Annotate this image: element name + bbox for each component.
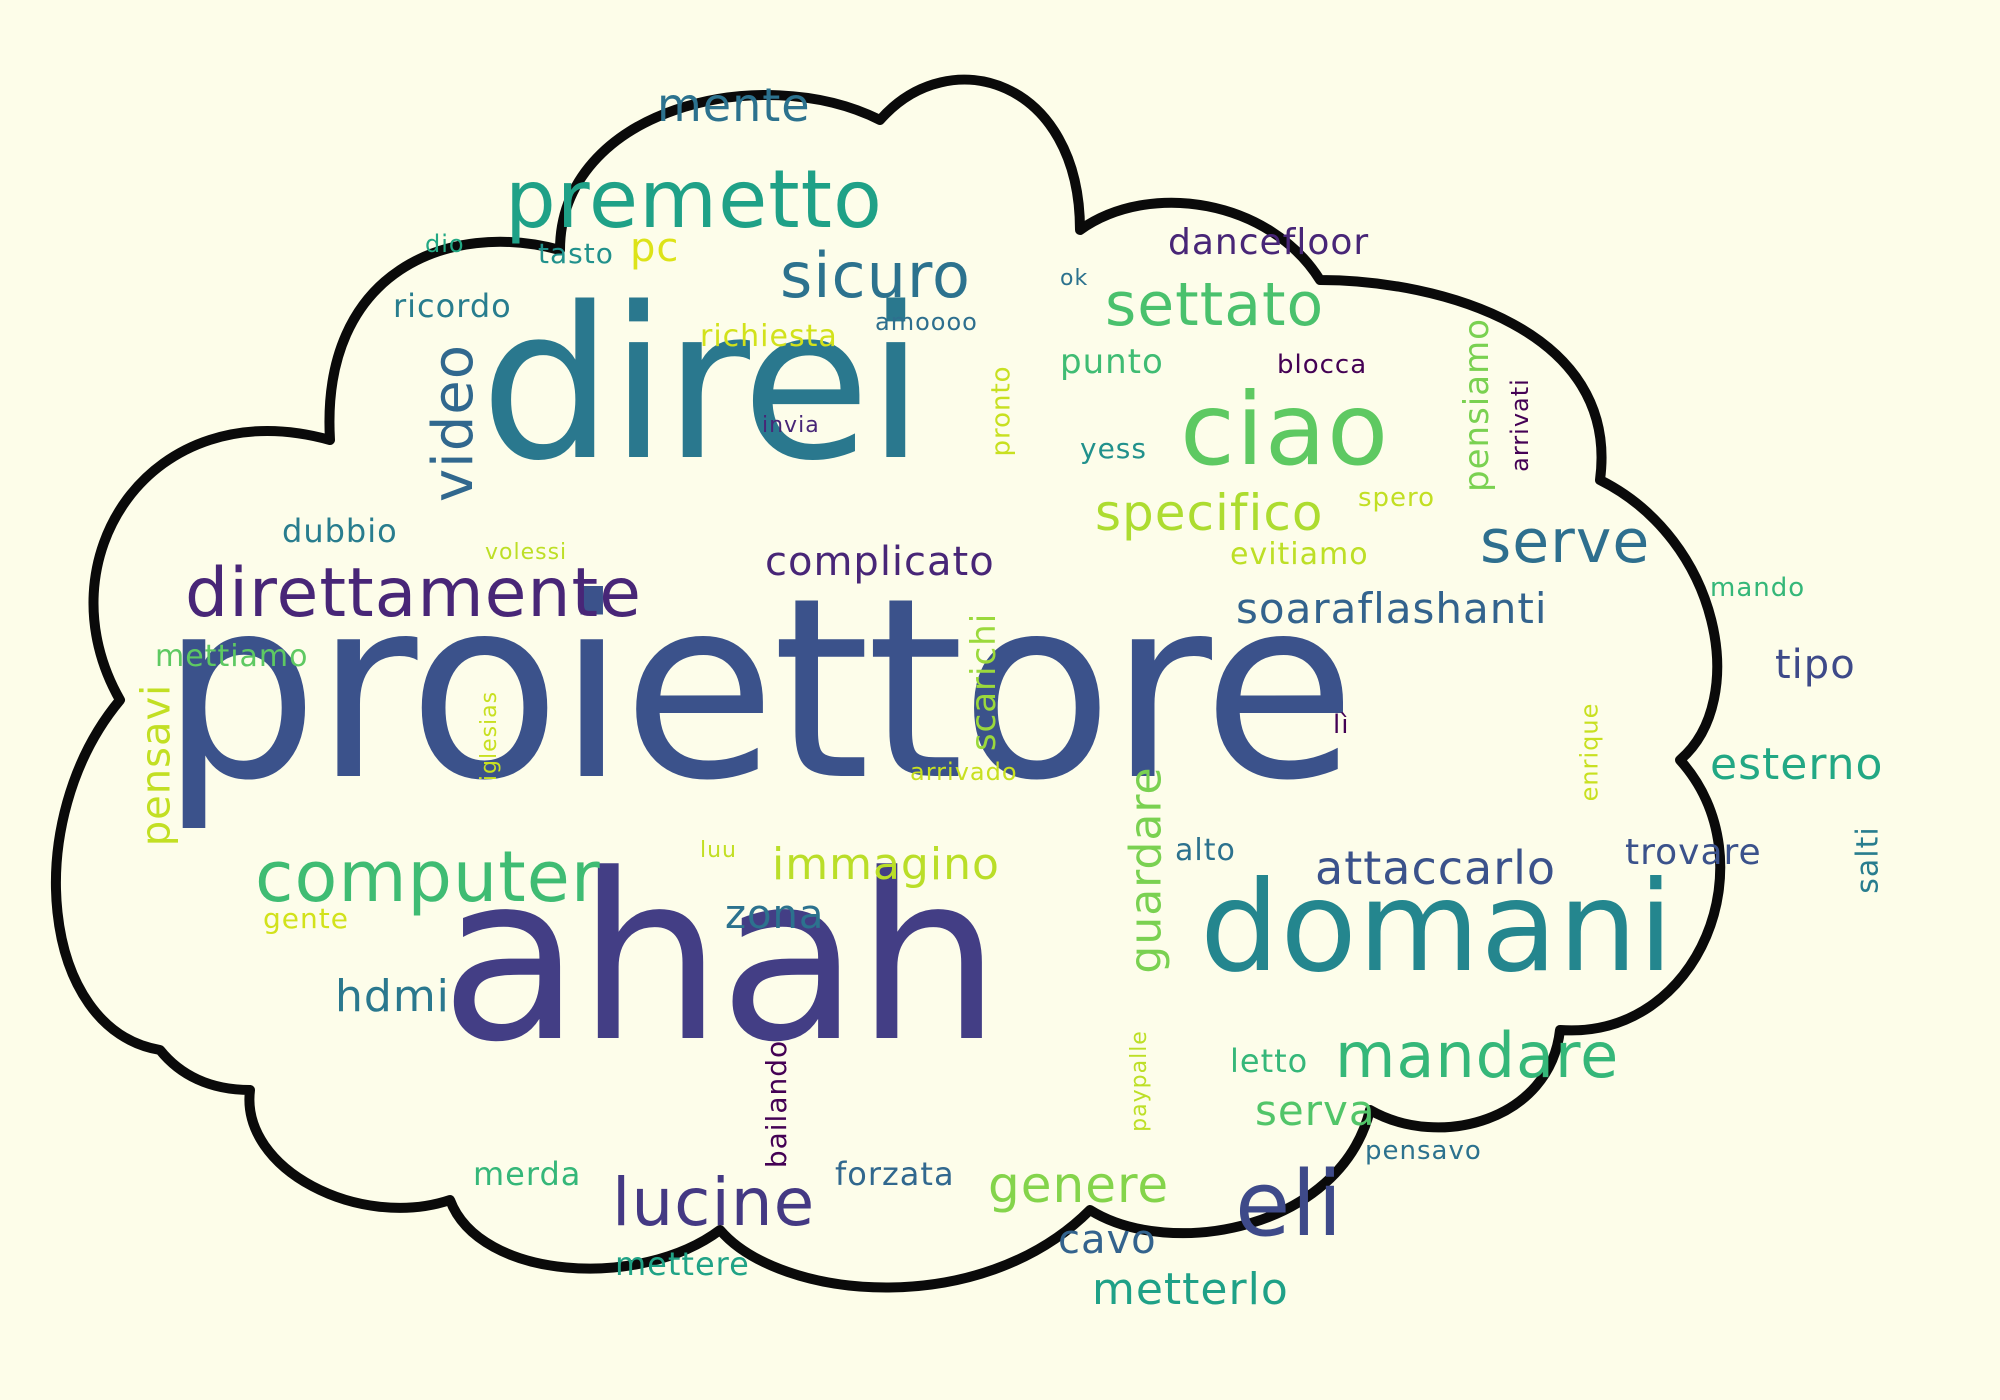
word-spero: spero [1358,483,1436,513]
word-forzata: forzata [835,1155,955,1193]
word-pronto: pronto [986,365,1017,457]
word-guardare: guardare [1120,766,1172,974]
word-ahah: ahah [440,826,1001,1093]
word-hdmi: hdmi [335,971,450,1022]
word-paypalle: paypalle [1126,1030,1152,1132]
word-domani: domani [1200,855,1675,1000]
word-li: lì [1333,710,1350,740]
word-direttamente: direttamente [185,554,643,633]
word-ciao: ciao [1180,371,1390,488]
word-mettiamo: mettiamo [155,639,309,674]
word-premetto: premetto [505,153,883,246]
word-pensavi: pensavi [133,683,180,847]
word-direi: direi [480,262,925,507]
word-letto: letto [1230,1042,1309,1080]
word-lucine: lucine [612,1164,816,1241]
word-eli: eli [1235,1152,1344,1257]
word-arrivado: arrivado [910,758,1018,786]
word-trovare: trovare [1625,832,1762,873]
word-settato: settato [1105,270,1325,340]
word-evitiamo: evitiamo [1230,537,1369,572]
word-dancefloor: dancefloor [1168,222,1370,263]
word-complicato: complicato [765,539,995,585]
word-zona: zona [725,892,825,938]
word-bailando: bailando [760,1039,794,1169]
word-attaccarlo: attaccarlo [1315,841,1557,895]
word-mettere: mettere [615,1245,750,1283]
word-cavo: cavo [1058,1217,1157,1263]
word-computer: computer [255,836,601,918]
word-proiettore: proiettore [160,544,1356,835]
word-serva: serva [1255,1086,1376,1135]
word-mente: mente [657,78,811,132]
word-mandare: mandare [1335,1019,1620,1092]
word-sicuro: sicuro [780,239,971,312]
word-scarichi: scarichi [964,612,1005,752]
word-pc: pc [630,225,680,271]
word-iglesias: iglesias [477,690,503,782]
word-immagino: immagino [772,839,1000,890]
word-mando: mando [1710,573,1806,603]
word-video: video [420,344,486,502]
word-invia: invia [762,413,820,438]
word-esterno: esterno [1710,739,1884,790]
word-yess: yess [1080,432,1147,465]
word-ok: ok [1060,266,1089,291]
word-dio: dio [425,230,465,258]
word-dubbio: dubbio [282,512,398,550]
word-richiesta: richiesta [700,319,838,354]
word-soaraflashanti: soaraflashanti [1236,584,1548,633]
word-specifico: specifico [1095,484,1324,542]
word-gente: gente [263,902,349,935]
word-tipo: tipo [1775,642,1856,688]
word-blocca: blocca [1277,350,1368,380]
word-ricordo: ricordo [393,287,512,325]
cloud-outline [50,74,1726,1293]
word-serve: serve [1480,507,1651,577]
word-amoooo: amoooo [875,308,978,336]
word-enrique: enrique [1575,702,1604,802]
word-arrivati: arrivati [1505,378,1534,472]
word-genere: genere [988,1156,1170,1214]
word-pensavo: pensavo [1365,1136,1482,1166]
word-merda: merda [473,1155,582,1193]
word-volessi: volessi [485,540,568,565]
word-pensiamo: pensiamo [1456,318,1497,492]
word-salti: salti [1850,826,1886,894]
word-alto: alto [1175,833,1236,868]
word-tasto: tasto [538,237,614,270]
word-luu: luu [700,838,737,863]
word-punto: punto [1060,342,1164,382]
word-metterlo: metterlo [1092,1264,1289,1315]
